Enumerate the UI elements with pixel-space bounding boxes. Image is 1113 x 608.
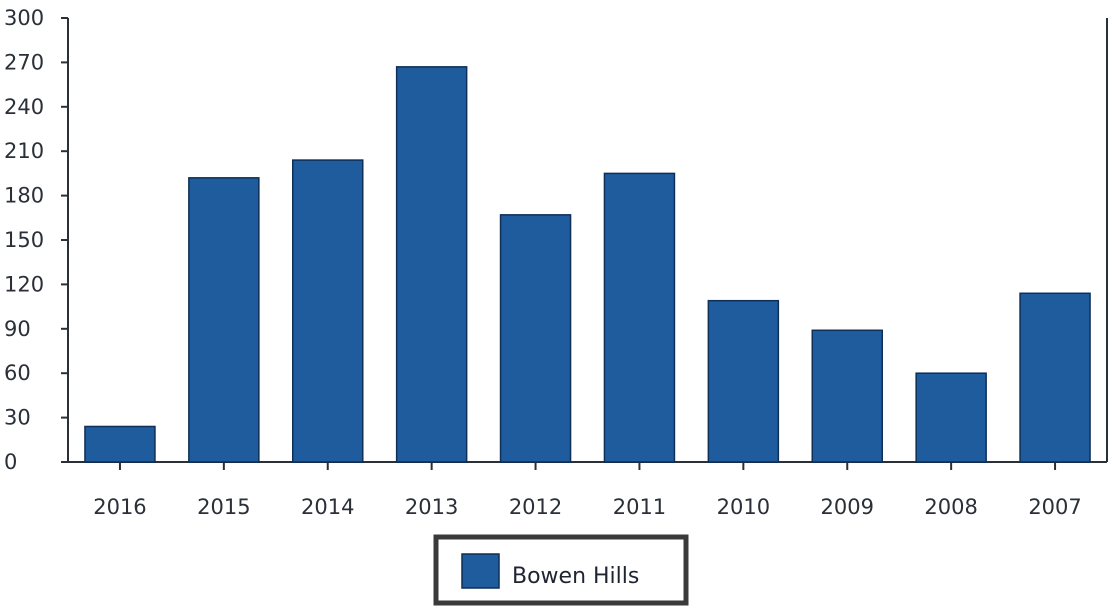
bars (84, 66, 1091, 463)
bar-2016 (84, 425, 156, 463)
x-tick-label-2015: 2015 (197, 495, 250, 519)
x-tick-label-2010: 2010 (717, 495, 770, 519)
x-tick-label-2016: 2016 (93, 495, 146, 519)
bar-2013 (395, 66, 468, 463)
y-axis: 0 30 60 90 120 150 180 210 240 270 300 (4, 6, 69, 474)
y-tick-label: 240 (4, 95, 44, 119)
y-tick-label: 300 (4, 6, 44, 30)
y-tick-label: 210 (4, 139, 44, 163)
x-tick-label-2011: 2011 (613, 495, 666, 519)
x-tick-label-2008: 2008 (924, 495, 977, 519)
bar-2014 (292, 159, 364, 463)
y-tick-label: 180 (4, 184, 44, 208)
y-tick-label: 270 (4, 50, 44, 74)
x-tick-label-2009: 2009 (821, 495, 874, 519)
y-tick-label: 60 (4, 361, 31, 385)
bar-2011 (603, 172, 676, 463)
y-tick-label: 120 (4, 272, 44, 296)
x-tick-label-2014: 2014 (301, 495, 354, 519)
y-tick-label: 0 (4, 450, 17, 474)
bar-2007 (1019, 292, 1091, 463)
bar-2009 (811, 329, 883, 463)
x-axis: 2016 2015 2014 2013 2012 2011 2010 2009 2008 2007 (68, 461, 1107, 519)
x-tick-label-2013: 2013 (405, 495, 458, 519)
legend-swatch-bowen-hills (461, 553, 500, 589)
y-tick-label: 90 (4, 317, 31, 341)
bar-2010 (707, 299, 780, 463)
legend: Bowen Hills (433, 534, 689, 606)
bar-2015 (188, 177, 260, 463)
x-tick-label-2007: 2007 (1028, 495, 1081, 519)
y-tick-label: 30 (4, 406, 31, 430)
x-tick-label-2012: 2012 (509, 495, 562, 519)
bar-2008 (915, 372, 987, 463)
legend-label-bowen-hills: Bowen Hills (512, 564, 639, 589)
bar-2012 (499, 214, 572, 463)
y-tick-label: 150 (4, 228, 44, 252)
